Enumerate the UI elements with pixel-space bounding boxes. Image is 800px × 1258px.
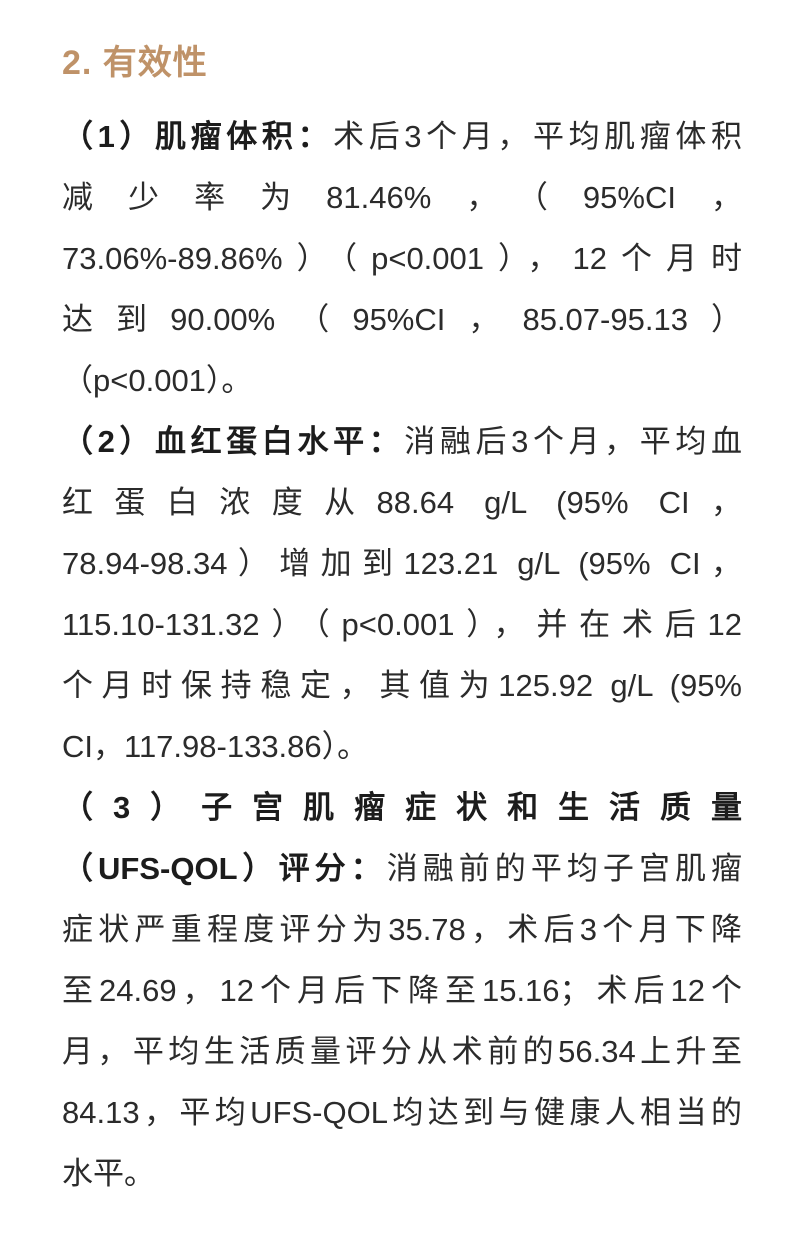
line-text: 达到90.00%（95%CI，85.07-95.13） [62,302,742,337]
text-line: 至24.69，12个月后下降至15.16；术后12个 [62,960,742,1021]
paragraph-ufs-qol: （3）子宫肌瘤症状和生活质量 （UFS-QOL）评分：消融前的平均子宫肌瘤 症状… [62,777,742,1204]
text-line: 78.94-98.34）增加到123.21 g/L (95% CI， [62,533,742,594]
text-line: （p<0.001）。 [62,350,742,411]
line-text: 症状严重程度评分为35.78，术后3个月下降 [62,912,742,947]
text-line: （2）血红蛋白水平：消融后3个月，平均血 [62,411,742,472]
text-line: 水平。 [62,1143,742,1204]
line-text: 术后3个月，平均肌瘤体积 [333,119,742,154]
line-text: 消融前的平均子宫肌瘤 [386,851,742,886]
line-text: 月，平均生活质量评分从术前的56.34上升至 [62,1034,742,1069]
line-text: CI，117.98-133.86）。 [62,729,369,764]
text-line: 红蛋白浓度从88.64 g/L (95% CI， [62,472,742,533]
line-lead-bold: （UFS-QOL）评分： [62,851,387,886]
line-text: 个月时保持稳定，其值为125.92 g/L (95% [62,668,742,703]
text-line: 115.10-131.32）（p<0.001），并在术后12 [62,594,742,655]
text-line: 个月时保持稳定，其值为125.92 g/L (95% [62,655,742,716]
text-line: （UFS-QOL）评分：消融前的平均子宫肌瘤 [62,838,742,899]
paragraph-fibroid-volume: （1）肌瘤体积：术后3个月，平均肌瘤体积 减少率为81.46%，（95%CI， … [62,106,742,411]
paragraph-hemoglobin: （2）血红蛋白水平：消融后3个月，平均血 红蛋白浓度从88.64 g/L (95… [62,411,742,777]
line-text: 115.10-131.32）（p<0.001），并在术后12 [62,607,742,642]
line-text: （p<0.001）。 [62,363,253,398]
line-text: 消融后3个月，平均血 [404,424,742,459]
line-text: 红蛋白浓度从88.64 g/L (95% CI， [62,485,742,520]
line-text: 至24.69，12个月后下降至15.16；术后12个 [62,973,742,1008]
line-lead-bold: （1）肌瘤体积： [62,119,334,154]
text-line: 症状严重程度评分为35.78，术后3个月下降 [62,899,742,960]
text-line: （3）子宫肌瘤症状和生活质量 [62,777,742,838]
line-lead-bold: （3）子宫肌瘤症状和生活质量 [62,790,742,825]
text-line: CI，117.98-133.86）。 [62,716,742,777]
text-line: 月，平均生活质量评分从术前的56.34上升至 [62,1021,742,1082]
text-line: 84.13，平均UFS-QOL均达到与健康人相当的 [62,1082,742,1143]
line-text: 水平。 [62,1156,155,1191]
line-text: 73.06%-89.86%）（p<0.001），12个月时 [62,241,742,276]
text-line: （1）肌瘤体积：术后3个月，平均肌瘤体积 [62,106,742,167]
line-text: 减少率为81.46%，（95%CI， [62,180,742,215]
text-line: 73.06%-89.86%）（p<0.001），12个月时 [62,228,742,289]
line-lead-bold: （2）血红蛋白水平： [62,424,405,459]
line-text: 84.13，平均UFS-QOL均达到与健康人相当的 [62,1095,742,1130]
line-text: 78.94-98.34）增加到123.21 g/L (95% CI， [62,546,742,581]
text-line: 减少率为81.46%，（95%CI， [62,167,742,228]
text-line: 达到90.00%（95%CI，85.07-95.13） [62,289,742,350]
section-heading: 2. 有效性 [62,44,208,82]
